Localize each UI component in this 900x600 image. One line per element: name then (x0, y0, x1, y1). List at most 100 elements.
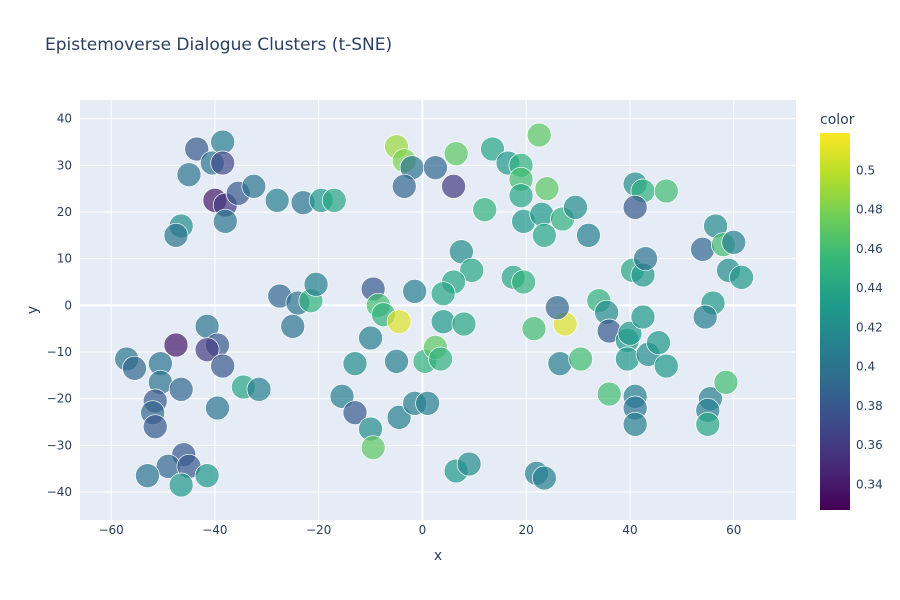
y-tick-label: −20 (47, 392, 72, 406)
data-point (342, 351, 368, 377)
x-tick-label: 20 (519, 523, 534, 537)
data-point (480, 136, 505, 162)
x-tick-label: −40 (202, 523, 227, 537)
data-point (184, 136, 210, 162)
colorbar-tick-label: 0.48 (856, 203, 883, 217)
data-point (321, 187, 347, 213)
data-point (358, 325, 383, 351)
y-tick-label: 30 (57, 158, 72, 172)
data-point (456, 451, 482, 477)
y-tick-label: 10 (57, 252, 72, 266)
data-point (210, 129, 236, 155)
x-tick-labels: −60 −40 −20 0 20 40 60 (98, 523, 741, 537)
data-point (596, 381, 622, 407)
data-point (423, 155, 448, 181)
data-point (547, 351, 573, 377)
data-point (342, 400, 368, 426)
y-tick-labels: −40 −30 −20 −10 0 10 20 30 40 (47, 112, 72, 499)
data-point (508, 183, 534, 209)
data-point (176, 162, 202, 188)
data-point (391, 173, 417, 199)
data-point (695, 411, 721, 437)
colorbar-tick-label: 0.36 (856, 438, 883, 452)
data-point (529, 201, 555, 227)
data-point (163, 222, 189, 248)
data-point (729, 264, 754, 290)
x-tick-label: −60 (98, 523, 123, 537)
data-point (428, 346, 453, 372)
colorbar-tick-label: 0.5 (856, 163, 875, 177)
data-point (441, 173, 466, 199)
data-point (690, 236, 715, 262)
data-point (622, 194, 648, 220)
data-point (544, 295, 570, 321)
data-point (194, 337, 220, 363)
data-point (210, 150, 236, 176)
data-point (329, 383, 355, 409)
data-point (472, 197, 498, 223)
data-point (142, 414, 168, 440)
data-point (459, 257, 485, 283)
y-tick-label: −10 (47, 345, 72, 359)
data-point (210, 353, 236, 379)
chart-title: Epistemoverse Dialogue Clusters (t-SNE) (45, 35, 392, 55)
data-point (630, 304, 656, 330)
data-point (168, 376, 194, 402)
data-point (653, 178, 679, 204)
data-point (511, 269, 536, 295)
data-point (451, 311, 477, 337)
data-point (384, 348, 409, 374)
y-tick-label: −40 (47, 485, 72, 499)
data-point (633, 246, 658, 272)
data-point (646, 330, 671, 356)
data-point (246, 376, 272, 402)
data-point (303, 271, 329, 297)
x-tick-label: −20 (306, 523, 331, 537)
data-point (194, 463, 220, 489)
data-point (280, 313, 306, 339)
data-point (205, 395, 230, 421)
data-point (430, 309, 456, 335)
y-tick-label: −30 (47, 438, 72, 452)
data-point (163, 332, 189, 358)
data-point (386, 404, 412, 430)
data-point (692, 304, 718, 330)
data-point (168, 472, 194, 498)
y-tick-label: 0 (64, 298, 72, 312)
data-point (402, 278, 428, 304)
data-points (114, 122, 754, 498)
colorbar-tick-labels: 0.34 0.36 0.38 0.4 0.42 0.44 0.46 0.48 0.5 (856, 163, 883, 491)
colorbar-tick-label: 0.4 (856, 360, 875, 374)
colorbar-tick-label: 0.42 (856, 320, 883, 334)
data-point (576, 222, 601, 248)
data-point (721, 229, 747, 255)
data-point (264, 187, 290, 213)
data-point (241, 173, 267, 199)
colorbar-tick-label: 0.34 (856, 477, 883, 491)
y-axis-title: y (25, 306, 41, 314)
data-point (532, 222, 557, 248)
data-point (622, 411, 648, 437)
data-point (615, 346, 640, 372)
data-point (563, 194, 588, 220)
x-tick-label: 60 (726, 523, 741, 537)
colorbar-title: color (820, 112, 855, 128)
colorbar (820, 133, 850, 510)
data-point (360, 435, 386, 461)
data-point (534, 176, 560, 202)
colorbar-tick-label: 0.38 (856, 399, 883, 413)
data-point (653, 353, 679, 379)
data-point (430, 281, 456, 307)
y-tick-label: 20 (57, 205, 72, 219)
data-point (521, 316, 547, 342)
colorbar-tick-label: 0.46 (856, 242, 883, 256)
x-tick-label: 0 (419, 523, 427, 537)
data-point (443, 141, 469, 167)
data-point (135, 463, 160, 489)
x-tick-label: 40 (622, 523, 637, 537)
y-tick-label: 40 (57, 112, 72, 126)
data-point (415, 390, 440, 416)
data-point (526, 122, 552, 148)
data-point (568, 346, 594, 372)
